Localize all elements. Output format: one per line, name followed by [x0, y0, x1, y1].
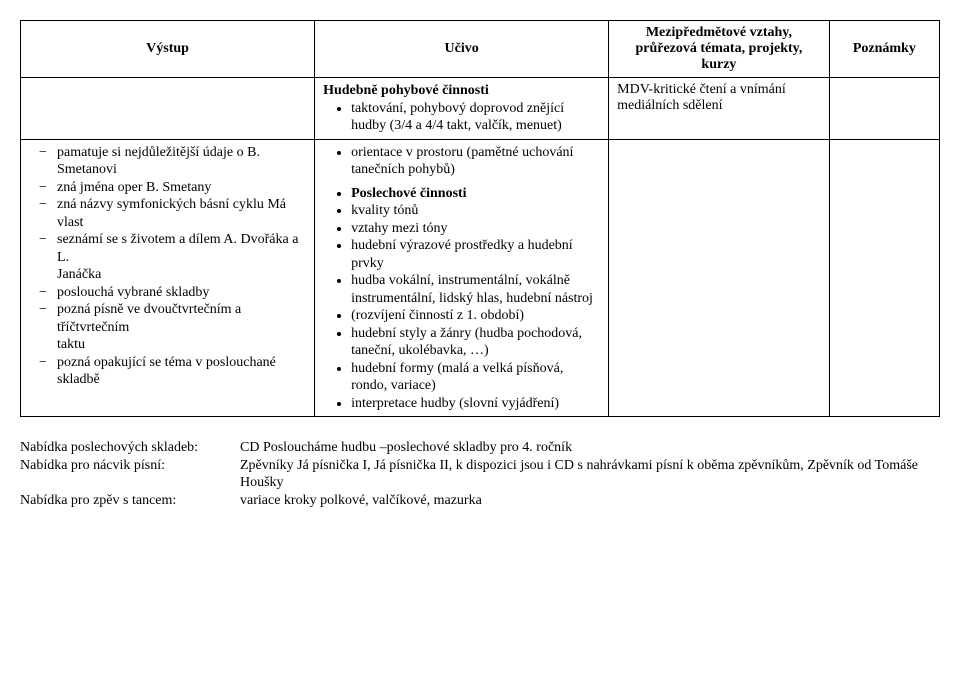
- list-item: (rozvíjení činností z 1. období): [351, 307, 600, 325]
- cell-vystup-2: pamatuje si nejdůležitější údaje o B. Sm…: [21, 139, 315, 417]
- footer-text-cont: Houšky: [20, 474, 940, 492]
- list-item: taktování, pohybový doprovod znějící hud…: [351, 100, 600, 135]
- curriculum-table: Výstup Učivo Mezipředmětové vztahy, průř…: [20, 20, 940, 417]
- table-row: pamatuje si nejdůležitější údaje o B. Sm…: [21, 139, 940, 417]
- table-row: Hudebně pohybové činnosti taktování, poh…: [21, 78, 940, 140]
- footer-text: Zpěvníky Já písnička I, Já písnička II, …: [240, 457, 940, 475]
- list-item-cont: taktu: [29, 336, 306, 354]
- footer-label: Nabídka pro nácvik písní:: [20, 457, 240, 475]
- poslech-title: Poslechové činnosti: [351, 186, 467, 201]
- footer-label: Nabídka pro zpěv s tancem:: [20, 492, 240, 510]
- cell-pozn-1: [829, 78, 939, 140]
- list-item-cont: Janáčka: [29, 266, 306, 284]
- header-pozn: Poznámky: [829, 21, 939, 78]
- list-item: pozná opakující se téma v poslouchané: [29, 354, 306, 372]
- list-item: poslouchá vybrané skladby: [29, 284, 306, 302]
- cell-mezi-2: [609, 139, 830, 417]
- list-item: hudební styly a žánry (hudba pochodová, …: [351, 325, 600, 360]
- header-vystup: Výstup: [21, 21, 315, 78]
- footer-text: variace kroky polkové, valčíkové, mazurk…: [240, 492, 940, 510]
- list-item: kvality tónů: [351, 202, 600, 220]
- list-item: zná názvy symfonických básní cyklu Má vl…: [29, 196, 306, 231]
- footer-block: Nabídka poslechových skladeb: CD Poslouc…: [20, 439, 940, 509]
- header-mezi: Mezipředmětové vztahy, průřezová témata,…: [609, 21, 830, 78]
- list-item: vztahy mezi tóny: [351, 220, 600, 238]
- cell-ucivo-2: orientace v prostoru (pamětné uchování t…: [315, 139, 609, 417]
- ucivo-section-title: Hudebně pohybové činnosti: [323, 82, 600, 100]
- list-item: Poslechové činnosti: [351, 185, 600, 203]
- list-item: pozná písně ve dvoučtvrtečním a tříčtvrt…: [29, 301, 306, 336]
- cell-vystup-1: [21, 78, 315, 140]
- list-item-cont: Smetanovi: [29, 161, 306, 179]
- list-item: seznámí se s životem a dílem A. Dvořáka …: [29, 231, 306, 266]
- cell-pozn-2: [829, 139, 939, 417]
- list-item: hudba vokální, instrumentální, vokálně i…: [351, 272, 600, 307]
- list-item: pamatuje si nejdůležitější údaje o B.: [29, 144, 306, 162]
- list-item: hudební výrazové prostředky a hudební pr…: [351, 237, 600, 272]
- footer-text: CD Posloucháme hudbu –poslechové skladby…: [240, 439, 940, 457]
- cell-mezi-1: MDV-kritické čtení a vnímání mediálních …: [609, 78, 830, 140]
- cell-ucivo-1: Hudebně pohybové činnosti taktování, poh…: [315, 78, 609, 140]
- header-ucivo: Učivo: [315, 21, 609, 78]
- list-item: orientace v prostoru (pamětné uchování t…: [351, 144, 600, 179]
- list-item: hudební formy (malá a velká písňová, ron…: [351, 360, 600, 395]
- footer-label: Nabídka poslechových skladeb:: [20, 439, 240, 457]
- list-item-cont: skladbě: [29, 371, 306, 389]
- list-item: interpretace hudby (slovní vyjádření): [351, 395, 600, 413]
- list-item: zná jména oper B. Smetany: [29, 179, 306, 197]
